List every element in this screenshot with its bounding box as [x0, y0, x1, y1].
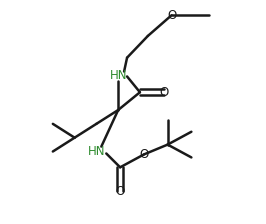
Text: O: O — [167, 9, 176, 22]
Text: HN: HN — [88, 145, 105, 158]
Text: O: O — [139, 148, 148, 161]
Text: HN: HN — [109, 69, 127, 82]
Text: O: O — [115, 185, 125, 198]
Text: O: O — [159, 86, 168, 99]
